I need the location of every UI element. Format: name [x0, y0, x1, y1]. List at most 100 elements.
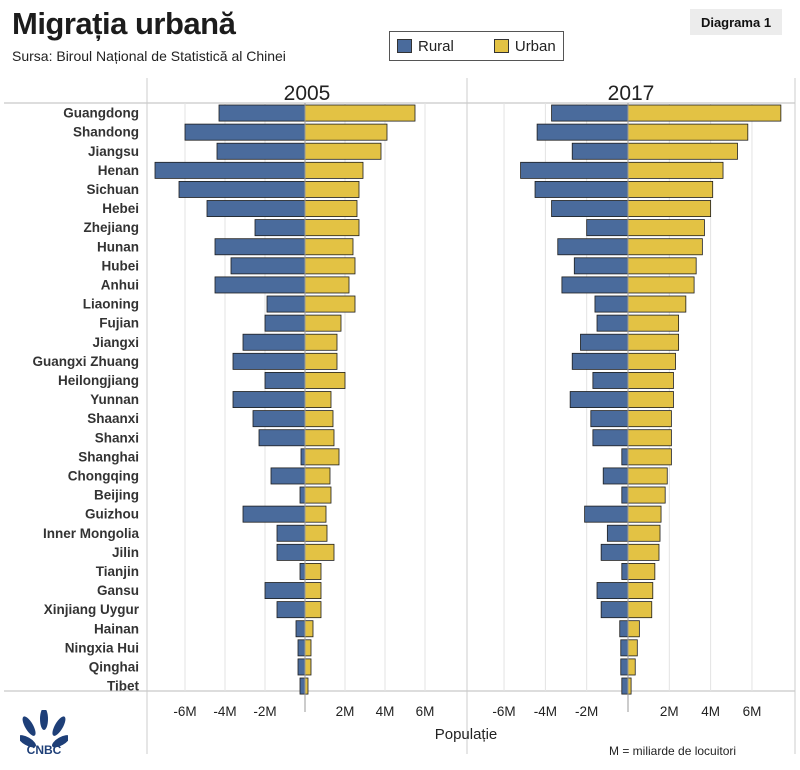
- bar-rural: [232, 352, 306, 370]
- x-tick-label: 4M: [376, 704, 395, 719]
- category-label: Xinjiang Uygur: [44, 602, 140, 617]
- bar-urban: [304, 142, 382, 160]
- bar-urban: [627, 429, 672, 447]
- bar-urban: [627, 601, 653, 619]
- bar-rural: [621, 486, 629, 504]
- bar-rural: [520, 161, 629, 179]
- bar-urban: [304, 429, 335, 447]
- x-tick-label: -4M: [534, 704, 557, 719]
- bar-urban: [627, 257, 697, 275]
- bar-rural: [596, 314, 629, 332]
- legend-label-urban: Urban: [514, 37, 556, 55]
- bar-urban: [304, 371, 346, 389]
- page-subtitle: Sursa: Biroul Național de Statistică al …: [12, 48, 286, 64]
- category-label: Jiangsu: [88, 144, 139, 159]
- bar-urban: [304, 524, 328, 542]
- bar-urban: [304, 601, 322, 619]
- legend-label-rural: Rural: [418, 37, 454, 55]
- bar-rural: [571, 142, 629, 160]
- bar-urban: [304, 391, 332, 409]
- category-label: Qinghai: [89, 659, 139, 674]
- category-label: Guizhou: [85, 507, 139, 522]
- bar-rural: [276, 524, 306, 542]
- bar-rural: [254, 219, 306, 237]
- category-label: Gansu: [97, 583, 139, 598]
- bar-rural: [299, 677, 306, 695]
- category-label: Shandong: [73, 125, 139, 140]
- footnote: M = miliarde de locuitori: [609, 744, 737, 758]
- bar-urban: [627, 276, 695, 294]
- bar-urban: [627, 524, 661, 542]
- bar-urban: [304, 295, 356, 313]
- category-label: Shanxi: [95, 430, 139, 445]
- bar-urban: [304, 543, 335, 561]
- category-label: Shanghai: [78, 449, 139, 464]
- bar-rural: [534, 180, 629, 198]
- x-axis-label: Populație: [435, 726, 498, 743]
- panel-title: 2017: [608, 82, 655, 105]
- category-label: Henan: [98, 163, 139, 178]
- bar-rural: [232, 391, 306, 409]
- legend-item-rural[interactable]: Rural: [397, 38, 454, 55]
- bar-urban: [304, 486, 332, 504]
- bar-urban: [627, 180, 714, 198]
- x-tick-label: 4M: [701, 704, 720, 719]
- bar-rural: [569, 391, 629, 409]
- bar-rural: [216, 142, 306, 160]
- cnbc-logo-text: CNBC: [27, 743, 62, 756]
- bar-rural: [266, 295, 306, 313]
- bar-rural: [264, 371, 306, 389]
- bar-rural: [214, 276, 306, 294]
- bar-rural: [178, 180, 306, 198]
- bar-rural: [295, 620, 306, 638]
- category-label: Heilongjiang: [58, 373, 139, 388]
- category-label: Hebei: [102, 201, 139, 216]
- bar-urban: [304, 238, 354, 256]
- bar-rural: [621, 677, 629, 695]
- panel-title: 2005: [284, 82, 331, 105]
- bar-rural: [619, 620, 629, 638]
- bar-rural: [580, 333, 629, 351]
- bar-urban: [304, 200, 358, 218]
- bar-urban: [304, 658, 312, 676]
- bar-urban: [627, 543, 660, 561]
- bar-urban: [304, 410, 334, 428]
- bar-urban: [627, 219, 705, 237]
- category-label: Zhejiang: [83, 220, 139, 235]
- category-label: Sichuan: [86, 182, 139, 197]
- category-label: Guangxi Zhuang: [33, 354, 140, 369]
- bar-urban: [627, 391, 674, 409]
- bar-urban: [304, 582, 322, 600]
- bar-urban: [304, 180, 360, 198]
- bar-rural: [561, 276, 629, 294]
- bar-rural: [620, 658, 629, 676]
- bar-rural: [586, 219, 629, 237]
- bar-rural: [264, 582, 306, 600]
- bar-rural: [594, 295, 629, 313]
- bar-rural: [571, 352, 629, 370]
- bar-rural: [299, 563, 306, 580]
- bar-urban: [627, 467, 668, 485]
- bar-rural: [551, 200, 629, 218]
- peacock-icon: [20, 710, 68, 748]
- bar-rural: [214, 238, 306, 256]
- bar-urban: [304, 352, 338, 370]
- bar-urban: [627, 161, 724, 179]
- bar-urban: [627, 238, 703, 256]
- x-tick-label: -2M: [575, 704, 598, 719]
- bar-urban: [304, 333, 338, 351]
- bar-urban: [304, 448, 340, 466]
- category-label: Shaanxi: [87, 411, 139, 426]
- bar-urban: [627, 620, 640, 638]
- bar-rural: [573, 257, 629, 275]
- bar-rural: [590, 410, 629, 428]
- bar-rural: [300, 448, 306, 466]
- bar-rural: [299, 486, 306, 504]
- bar-urban: [304, 219, 360, 237]
- legend-item-urban[interactable]: Urban: [493, 37, 556, 55]
- bar-rural: [600, 601, 629, 619]
- bar-urban: [304, 620, 314, 638]
- bar-urban: [627, 582, 654, 600]
- bar-urban: [304, 257, 356, 275]
- bar-urban: [627, 410, 672, 428]
